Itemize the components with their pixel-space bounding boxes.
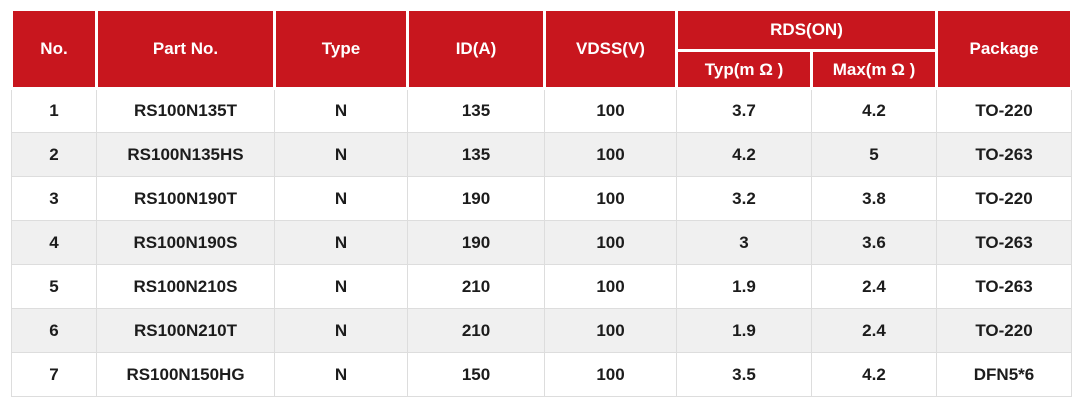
table-cell: 100 (544, 88, 677, 133)
header-cell-typ: Typ(m Ω ) (675, 49, 813, 90)
table-cell: N (274, 220, 408, 265)
table-header: No. Part No. Type ID(A) VDSS(V) RDS(ON) … (10, 8, 1073, 90)
table-cell: 3 (676, 220, 812, 265)
table-cell: 135 (407, 88, 545, 133)
table-cell: N (274, 308, 408, 353)
table-cell: 210 (407, 308, 545, 353)
table-cell: 100 (544, 220, 677, 265)
table-cell: 2.4 (811, 308, 937, 353)
table-cell: 190 (407, 176, 545, 221)
table-cell: TO-220 (936, 176, 1072, 221)
table-cell: RS100N190T (96, 176, 275, 221)
table-cell: 1.9 (676, 308, 812, 353)
table-cell: TO-220 (936, 88, 1072, 133)
table-row: 7 RS100N150HG N 150 100 3.5 4.2 DFN5*6 (11, 352, 1072, 397)
table-cell: 190 (407, 220, 545, 265)
table-cell: TO-263 (936, 132, 1072, 177)
table-cell: N (274, 352, 408, 397)
table-body: 1 RS100N135T N 135 100 3.7 4.2 TO-220 2 RS100N135… (11, 88, 1072, 397)
table-row: 3 RS100N190T N 190 100 3.2 3.8 TO-220 (11, 176, 1072, 221)
table-cell: 4 (11, 220, 97, 265)
table-row: 5 RS100N210S N 210 100 1.9 2.4 TO-263 (11, 264, 1072, 309)
table-cell: 3.8 (811, 176, 937, 221)
header-cell-id-a: ID(A) (406, 8, 546, 90)
table-cell: TO-220 (936, 308, 1072, 353)
header-cell-max: Max(m Ω ) (810, 49, 938, 90)
table-cell: 3.7 (676, 88, 812, 133)
table-cell: 2.4 (811, 264, 937, 309)
table-cell: N (274, 132, 408, 177)
header-cell-type: Type (273, 8, 409, 90)
table-cell: 100 (544, 308, 677, 353)
table-cell: 7 (11, 352, 97, 397)
table-cell: 3.5 (676, 352, 812, 397)
table-cell: 3.2 (676, 176, 812, 221)
header-cell-package: Package (935, 8, 1073, 90)
header-row-sub: Typ(m Ω ) Max(m Ω ) (12, 49, 1072, 90)
mosfet-selection-table: No. Part No. Type ID(A) VDSS(V) RDS(ON) … (10, 8, 1073, 397)
table-cell: 100 (544, 352, 677, 397)
table-cell: N (274, 176, 408, 221)
table-cell: 3 (11, 176, 97, 221)
table-cell: 210 (407, 264, 545, 309)
header-row-top: No. Part No. Type ID(A) VDSS(V) RDS(ON) … (10, 8, 1073, 90)
table-cell: 100 (544, 132, 677, 177)
table-cell: 1.9 (676, 264, 812, 309)
table-cell: RS100N135HS (96, 132, 275, 177)
table-cell: 5 (11, 264, 97, 309)
table-cell: 100 (544, 176, 677, 221)
header-cell-part-no: Part No. (95, 8, 276, 90)
table-cell: 4.2 (676, 132, 812, 177)
table-cell: 100 (544, 264, 677, 309)
table-cell: 4.2 (811, 352, 937, 397)
header-cell-no: No. (10, 8, 98, 90)
table-row: 4 RS100N190S N 190 100 3 3.6 TO-263 (11, 220, 1072, 265)
table-row: 6 RS100N210T N 210 100 1.9 2.4 TO-220 (11, 308, 1072, 353)
table-cell: 3.6 (811, 220, 937, 265)
table-cell: N (274, 264, 408, 309)
header-cell-rds-on: RDS(ON) (675, 8, 938, 52)
table-cell: DFN5*6 (936, 352, 1072, 397)
table-cell: 6 (11, 308, 97, 353)
table-row: 1 RS100N135T N 135 100 3.7 4.2 TO-220 (11, 88, 1072, 133)
table-cell: 5 (811, 132, 937, 177)
table-cell: RS100N190S (96, 220, 275, 265)
header-cell-vdss: VDSS(V) (543, 8, 678, 90)
table-cell: N (274, 88, 408, 133)
table-cell: 4.2 (811, 88, 937, 133)
table-cell: 150 (407, 352, 545, 397)
table-cell: RS100N150HG (96, 352, 275, 397)
table-cell: RS100N210S (96, 264, 275, 309)
table-cell: 1 (11, 88, 97, 133)
table-cell: TO-263 (936, 264, 1072, 309)
table-cell: 2 (11, 132, 97, 177)
table-row: 2 RS100N135HS N 135 100 4.2 5 TO-263 (11, 132, 1072, 177)
table-cell: RS100N135T (96, 88, 275, 133)
table-wrapper: No. Part No. Type ID(A) VDSS(V) RDS(ON) … (10, 8, 1073, 397)
table-cell: 135 (407, 132, 545, 177)
table-cell: RS100N210T (96, 308, 275, 353)
table-cell: TO-263 (936, 220, 1072, 265)
